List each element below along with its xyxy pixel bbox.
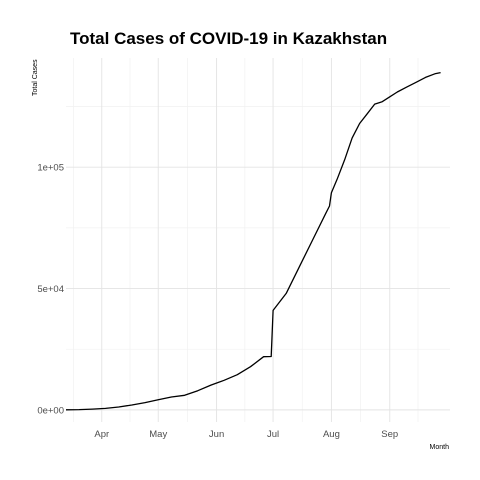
x-axis-title: Month xyxy=(430,444,450,451)
x-tick-label: Aug xyxy=(323,429,340,440)
series-line xyxy=(65,71,441,411)
x-tick-label: Apr xyxy=(94,429,109,440)
x-tick-label: Jul xyxy=(267,429,279,440)
chart-title: Total Cases of COVID-19 in Kazakhstan xyxy=(70,29,387,48)
y-tick-label: 5e+04 xyxy=(37,284,64,295)
tick-layer: Apr May Jun Jul Aug Sep 0e+00 5e+04 1e+05 xyxy=(37,163,398,440)
y-tick-label: 0e+00 xyxy=(37,405,64,416)
y-axis-title: Total Cases xyxy=(32,59,39,96)
series-layer xyxy=(65,71,441,411)
x-tick-label: Sep xyxy=(381,429,398,440)
x-tick-label: May xyxy=(149,429,167,440)
grid-layer xyxy=(66,58,450,422)
x-tick-label: Jun xyxy=(209,429,224,440)
y-tick-label: 1e+05 xyxy=(37,163,64,174)
